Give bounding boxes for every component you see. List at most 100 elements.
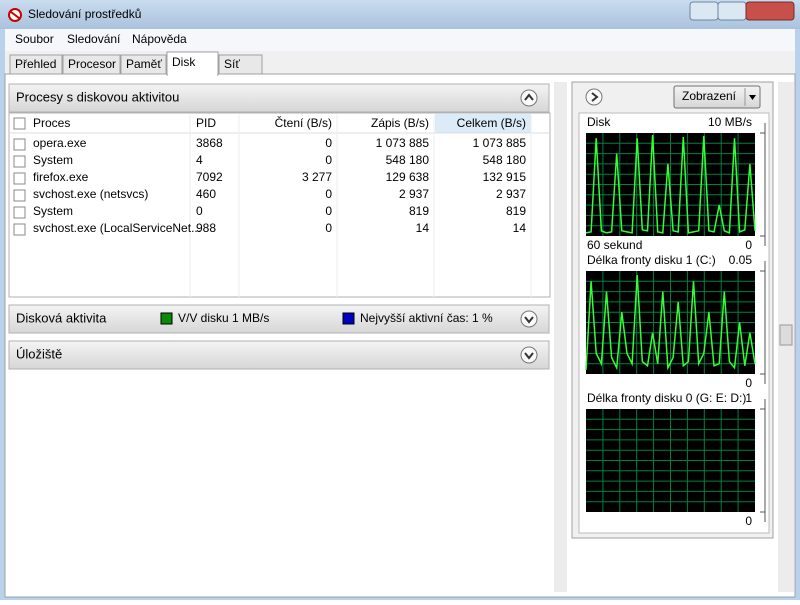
graph-title: Délka fronty disku 1 (C:) xyxy=(587,253,716,267)
legend-swatch xyxy=(342,312,355,325)
minimize-button[interactable] xyxy=(689,1,719,21)
cell: 819 xyxy=(409,204,429,218)
graph-line xyxy=(585,135,756,234)
title-bar xyxy=(0,0,800,29)
cell: 14 xyxy=(416,221,430,235)
cell: 988 xyxy=(196,221,216,235)
cell: 0 xyxy=(196,204,203,218)
cell: 0 xyxy=(325,204,332,218)
y-tick-label: 0.05 xyxy=(729,253,753,267)
scrollbar[interactable] xyxy=(554,82,567,592)
expand-arrow xyxy=(524,352,534,360)
graph-line xyxy=(585,275,756,371)
view-button-label: Zobrazení xyxy=(682,89,737,103)
processes-toggle[interactable] xyxy=(520,89,538,107)
disk-activity-title: Disková aktivita xyxy=(16,310,107,325)
cell: 1 073 885 xyxy=(376,136,430,150)
tab-label: Síť xyxy=(224,57,240,71)
tab[interactable] xyxy=(9,54,63,75)
cell: svchost.exe (netsvcs) xyxy=(33,187,148,201)
cell: 129 638 xyxy=(386,170,430,184)
disk-activity-toggle[interactable] xyxy=(520,310,538,328)
graph-title: Disk xyxy=(587,115,611,129)
cell: 0 xyxy=(325,221,332,235)
cell: 14 xyxy=(513,221,527,235)
tab[interactable] xyxy=(62,54,121,75)
tab-join xyxy=(168,73,217,76)
splitter-grip[interactable] xyxy=(779,324,793,346)
cell: 460 xyxy=(196,187,216,201)
menu-item[interactable]: Sledování xyxy=(67,32,121,46)
cell: 548 180 xyxy=(386,153,430,167)
column-header[interactable]: PID xyxy=(196,116,216,130)
cell: svchost.exe (LocalServiceNet... xyxy=(33,221,201,235)
column-header[interactable]: Čtení (B/s) xyxy=(275,115,332,130)
app-icon-mark xyxy=(10,11,20,19)
disk-activity-header[interactable] xyxy=(8,304,550,334)
expand-arrow xyxy=(524,316,534,324)
sorted-column-header xyxy=(435,114,531,133)
cell: 3868 xyxy=(196,136,223,150)
row-checkbox[interactable] xyxy=(13,223,26,236)
tab-label: Disk xyxy=(172,55,196,69)
close-button[interactable] xyxy=(745,1,795,21)
tab-label: Procesor xyxy=(68,57,116,71)
cell: 4 xyxy=(196,153,203,167)
side-toggle-arrow xyxy=(591,92,599,102)
menu-item[interactable]: Nápověda xyxy=(132,32,187,46)
cell: System xyxy=(33,204,73,218)
x-label: 60 sekund xyxy=(587,238,642,252)
processes-header[interactable] xyxy=(8,83,550,113)
row-checkbox[interactable] xyxy=(13,189,26,202)
cell: opera.exe xyxy=(33,136,87,150)
row-checkbox[interactable] xyxy=(13,206,26,219)
cell: 7092 xyxy=(196,170,223,184)
view-button-arrow xyxy=(749,95,756,100)
processes-title: Procesy s diskovou aktivitou xyxy=(16,89,179,104)
legend-swatch xyxy=(160,312,173,325)
cell: 0 xyxy=(325,153,332,167)
cell: firefox.exe xyxy=(33,170,89,184)
cell: 2 937 xyxy=(399,187,429,201)
legend-label: V/V disku 1 MB/s xyxy=(178,311,269,325)
column-header[interactable]: Proces xyxy=(33,116,70,130)
menu-bar xyxy=(5,29,795,51)
legend-label: Nejvyšší aktivní čas: 1 % xyxy=(360,311,493,325)
tab-label: Paměť xyxy=(126,57,162,71)
tab[interactable] xyxy=(218,54,263,75)
view-button[interactable] xyxy=(673,85,761,109)
storage-header[interactable] xyxy=(8,340,550,370)
cell: 819 xyxy=(506,204,526,218)
column-header[interactable]: Zápis (B/s) xyxy=(371,116,429,130)
y-tick-label: 0 xyxy=(745,514,752,528)
maximize-button[interactable] xyxy=(717,1,747,21)
y-tick-label: 1 xyxy=(745,391,752,405)
header-checkbox[interactable] xyxy=(13,117,26,130)
graph-title: Délka fronty disku 0 (G: E: D:) xyxy=(587,391,746,405)
tab-label: Přehled xyxy=(15,57,56,71)
row-checkbox[interactable] xyxy=(13,138,26,151)
cell: 1 073 885 xyxy=(473,136,527,150)
cell: 2 937 xyxy=(496,187,526,201)
storage-title: Úložiště xyxy=(16,346,62,361)
window-title: Sledování prostředků xyxy=(28,7,141,21)
cell: 0 xyxy=(325,187,332,201)
table xyxy=(8,112,551,298)
row-checkbox[interactable] xyxy=(13,155,26,168)
column-header[interactable]: Celkem (B/s) xyxy=(457,116,526,130)
cell: 0 xyxy=(325,136,332,150)
cell: 132 915 xyxy=(483,170,527,184)
cell: 3 277 xyxy=(302,170,332,184)
cell: 548 180 xyxy=(483,153,527,167)
menu-item[interactable]: Soubor xyxy=(15,32,54,46)
collapse-arrow xyxy=(524,93,534,101)
side-toggle[interactable] xyxy=(585,88,603,106)
row-checkbox[interactable] xyxy=(13,172,26,185)
storage-toggle[interactable] xyxy=(520,346,538,364)
tab[interactable] xyxy=(120,54,167,75)
y-tick-label: 0 xyxy=(745,376,752,390)
cell: System xyxy=(33,153,73,167)
